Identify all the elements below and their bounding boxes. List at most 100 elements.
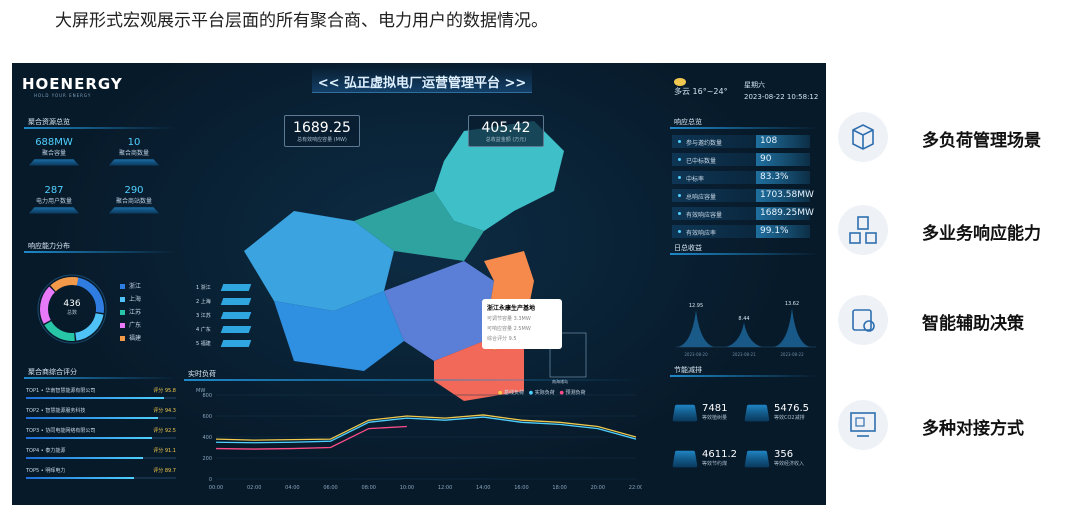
province-name: 4 广东 <box>196 327 211 333</box>
stat-pedestal <box>28 159 80 166</box>
province-name: 1 浙江 <box>196 285 211 291</box>
tooltip-title: 浙江永康生产基地 <box>487 305 536 312</box>
revenue-peak-label: 8.44 <box>738 316 749 322</box>
x-tick-label: 04:00 <box>285 485 299 491</box>
load-title: 实时负荷 <box>188 370 216 378</box>
weather-widget: 多云 16°~24° <box>674 77 728 97</box>
multi-load-icon <box>838 112 888 162</box>
saving-trees: 7481 等效植树量 <box>672 403 728 422</box>
province-name: 3 江苏 <box>196 313 211 319</box>
feature-label: 多业务响应能力 <box>922 224 1041 244</box>
response-value: 90 <box>760 154 772 164</box>
ranking-bar <box>26 397 176 399</box>
response-value: 83.3% <box>760 172 789 182</box>
bullet-icon <box>678 176 681 179</box>
feature-label: 多负荷管理场景 <box>922 131 1041 151</box>
ranking-bar-fill <box>26 437 152 439</box>
capacity-label: 总有效响应容量 (MW) <box>297 137 347 143</box>
donut-slice <box>50 277 79 292</box>
x-tick-label: 18:00 <box>552 485 566 491</box>
revenue-peak <box>678 310 714 347</box>
section-divider <box>670 127 818 129</box>
ranking-bar-fill <box>26 457 143 459</box>
south-sea-inset <box>549 332 587 378</box>
legend-swatch <box>120 323 125 328</box>
revenue-chart: 12.95 2023-08-20 8.44 2023-08-21 13.62 2023-0… <box>676 301 816 357</box>
x-tick-label: 02:00 <box>247 485 261 491</box>
platform-title-bar: << 弘正虚拟电厂运营管理平台 >> <box>312 67 532 93</box>
revenue-value: 405.42 <box>481 120 531 136</box>
value-bg <box>756 153 810 166</box>
y-tick-label: 200 <box>202 456 212 462</box>
feature-label: 多种对接方式 <box>922 419 1024 439</box>
map-region-north <box>434 121 564 231</box>
ranking-score: 评分 94.3 <box>153 408 176 414</box>
province-tag[interactable]: 5 福建 <box>196 339 252 348</box>
map-region-central <box>384 261 494 361</box>
revenue-date-label: 2023-08-20 <box>684 352 708 357</box>
bullet-icon <box>678 194 681 197</box>
brand-logo: HOENERGY <box>22 75 123 93</box>
distribution-title: 响应能力分布 <box>28 242 70 250</box>
legend-item: 上海 <box>120 294 141 303</box>
partly-cloudy-icon <box>674 77 686 86</box>
province-tag[interactable]: 2 上海 <box>196 297 252 306</box>
decision-support-icon <box>838 295 888 345</box>
tooltip-row: 综合评分 9.5 <box>487 336 517 342</box>
series-line <box>215 414 637 441</box>
province-name: 5 福建 <box>196 341 211 347</box>
stat-pedestal <box>28 207 80 214</box>
province-tag[interactable]: 1 浙江 <box>196 283 252 292</box>
province-tag[interactable]: 4 广东 <box>196 325 252 334</box>
response-value: 99.1% <box>760 226 789 236</box>
donut-center: 436 总数 <box>36 299 108 316</box>
china-map <box>244 121 587 401</box>
response-row: 中标率 83.3% <box>672 171 810 184</box>
province-pill <box>220 298 252 305</box>
response-label: 总响应容量 <box>686 194 717 201</box>
stat-pedestal <box>108 207 160 214</box>
stat-label: 聚合商站数量 <box>115 198 152 205</box>
dashboard-screenshot: HOENERGY HOLD YOUR ENERGY << 弘正虚拟电厂运营管理平… <box>12 63 826 505</box>
date-time: 星期六 2023-08-22 10:58:12 <box>744 79 818 103</box>
legend-label: 广东 <box>129 322 142 329</box>
capacity-box: 1689.25 总有效响应容量 (MW) <box>284 115 360 147</box>
legend-label: 江苏 <box>129 309 142 316</box>
revenue-date-label: 2023-08-21 <box>732 352 756 357</box>
legend-swatch <box>120 336 125 341</box>
ranking-row: TOP4 • 泰力能源 评分 91.1 <box>26 447 176 459</box>
x-tick-label: 14:00 <box>476 485 490 491</box>
saving-value: 7481 <box>702 403 728 414</box>
brand-slogan: HOLD YOUR ENERGY <box>34 93 92 98</box>
revenue-peak-label: 13.62 <box>785 301 799 307</box>
stat-value: 290 <box>124 185 144 196</box>
legend-label: 实际负荷 <box>534 390 555 396</box>
value-bg <box>756 135 810 148</box>
value-bg <box>756 225 810 238</box>
revenue-peak-label: 12.95 <box>689 303 703 309</box>
bullet-icon <box>678 158 681 161</box>
ranking-row: TOP5 • 明晖电力 评分 89.7 <box>26 467 176 479</box>
legend-label: 预测负荷 <box>565 390 586 396</box>
business-response-icon <box>838 205 888 255</box>
response-value: 108 <box>760 136 778 146</box>
legend-item: 福建 <box>120 333 141 342</box>
stat-label: 聚合商数量 <box>118 150 149 157</box>
stat-capacity: 688MW 聚合容量 <box>24 137 84 166</box>
page-caption: 大屏形式宏观展示平台层面的所有聚合商、电力用户的数据情况。 <box>55 11 548 31</box>
map-region-tibet <box>274 291 404 371</box>
map-region-inner-mongolia <box>354 191 484 261</box>
saving-coal: 4611.2 等效节约煤 <box>672 449 737 468</box>
capacity-value: 1689.25 <box>293 120 351 136</box>
distribution-donut <box>37 274 107 344</box>
revenue-peak <box>774 308 810 347</box>
province-tag[interactable]: 3 江苏 <box>196 311 252 320</box>
saving-value: 356 <box>774 449 794 460</box>
inset-label: 南海诸岛 <box>552 379 568 384</box>
ranking-bar-fill <box>26 397 164 399</box>
ranking-row: TOP1 • 华南智慧能源有限公司 评分 95.8 <box>26 387 176 399</box>
map-region-xinjiang <box>244 211 394 311</box>
saving-co2: 5476.5 等效CO2减排 <box>744 403 809 422</box>
coal-icon <box>672 450 698 468</box>
stat-value: 688MW <box>35 137 73 148</box>
